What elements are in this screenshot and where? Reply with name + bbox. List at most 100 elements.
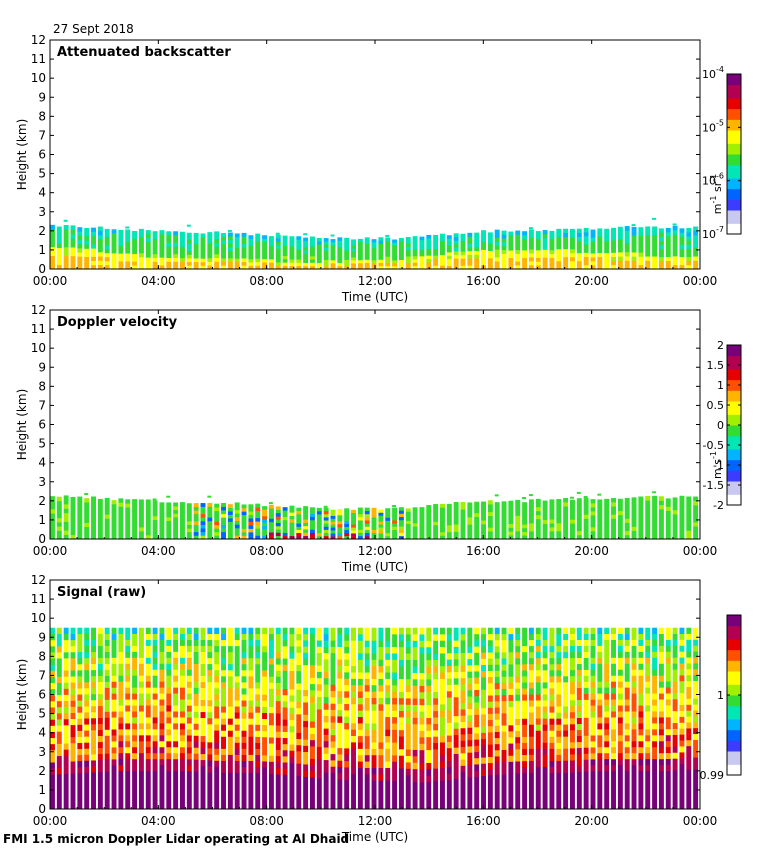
signal-cell xyxy=(487,762,493,770)
y-tick-label: 10 xyxy=(31,341,46,355)
heatmap-speckle xyxy=(652,491,657,494)
signal-cell xyxy=(84,760,90,767)
heatmap-cell xyxy=(570,531,575,536)
heatmap-cell xyxy=(549,265,555,270)
signal-cell xyxy=(351,703,356,711)
signal-cell xyxy=(159,657,165,664)
heatmap-cell xyxy=(672,530,678,536)
signal-cell xyxy=(686,763,692,770)
signal-cell xyxy=(604,669,610,676)
heatmap-cell xyxy=(440,265,445,270)
signal-cell xyxy=(563,639,569,647)
signal-cell xyxy=(583,735,589,742)
heatmap-cell xyxy=(412,252,418,257)
heatmap-cell xyxy=(549,535,555,540)
heatmap-cell xyxy=(296,239,302,244)
heatmap-cell xyxy=(652,508,658,514)
heatmap-cell xyxy=(77,235,83,241)
signal-cell xyxy=(686,627,692,634)
signal-saturated-bar xyxy=(262,773,268,809)
signal-cell xyxy=(303,714,309,722)
signal-cell xyxy=(385,665,391,673)
heatmap-cell xyxy=(275,241,281,246)
heatmap-cell xyxy=(508,250,514,255)
signal-cell xyxy=(186,753,192,760)
heatmap-cell xyxy=(638,256,644,261)
heatmap-cell xyxy=(303,525,309,530)
heatmap-cell xyxy=(474,247,480,252)
x-tick-label: 08:00 xyxy=(249,274,284,288)
signal-cell xyxy=(433,634,439,641)
heatmap-cell xyxy=(672,501,678,507)
heatmap-cell xyxy=(50,242,55,248)
heatmap-cell xyxy=(262,516,268,520)
signal-cell xyxy=(351,653,356,660)
heatmap-cell xyxy=(364,265,370,270)
signal-cell xyxy=(255,760,261,768)
signal-cell xyxy=(214,712,220,719)
signal-saturated-bar xyxy=(460,778,466,809)
signal-cell xyxy=(125,723,131,730)
heatmap-cell xyxy=(344,520,350,524)
heatmap-cell xyxy=(364,243,370,248)
heatmap-cell xyxy=(310,246,315,250)
colorbar-band xyxy=(727,486,741,490)
signal-saturated-bar xyxy=(508,773,514,809)
signal-cell xyxy=(501,731,507,738)
heatmap-cell xyxy=(672,497,678,502)
heatmap-cell xyxy=(275,519,281,524)
signal-cell xyxy=(665,717,671,724)
signal-cell xyxy=(672,740,678,747)
signal-cell xyxy=(624,699,630,706)
heatmap-cell xyxy=(248,248,254,253)
heatmap-cell xyxy=(426,515,432,519)
heatmap-speckle xyxy=(84,493,89,496)
heatmap-cell xyxy=(474,509,480,514)
signal-cell xyxy=(227,670,233,677)
signal-cell xyxy=(330,728,336,736)
signal-cell xyxy=(166,627,172,634)
signal-cell xyxy=(282,701,288,708)
signal-cell xyxy=(344,773,350,781)
signal-cell xyxy=(77,688,83,695)
colorbar-band xyxy=(727,148,741,152)
signal-cell xyxy=(542,663,548,671)
heatmap-cell xyxy=(227,254,233,259)
signal-cell xyxy=(672,704,678,712)
signal-cell xyxy=(200,741,206,749)
x-tick-label: 08:00 xyxy=(249,814,284,828)
signal-cell xyxy=(111,741,117,748)
heatmap-cell xyxy=(405,523,411,528)
heatmap-cell xyxy=(166,528,172,532)
signal-cell xyxy=(214,724,220,731)
heatmap-cell xyxy=(652,260,658,266)
heatmap-cell xyxy=(125,265,131,270)
heatmap-cell xyxy=(433,525,439,529)
heatmap-cell xyxy=(522,246,528,251)
heatmap-cell xyxy=(77,505,83,510)
signal-cell xyxy=(392,742,398,750)
heatmap-cell xyxy=(221,520,226,525)
signal-cell xyxy=(330,640,336,647)
signal-cell xyxy=(268,670,274,677)
heatmap-cell xyxy=(528,527,534,532)
heatmap-cell xyxy=(289,512,295,516)
signal-cell xyxy=(364,742,370,749)
signal-cell xyxy=(453,753,459,761)
heatmap-cell xyxy=(241,247,247,252)
colorbar-band xyxy=(727,369,741,373)
signal-cell xyxy=(563,651,569,659)
colorbar-band xyxy=(727,92,741,96)
signal-cell xyxy=(693,757,699,764)
signal-cell xyxy=(535,760,541,767)
heatmap-cell xyxy=(255,261,261,266)
signal-cell xyxy=(118,627,124,634)
signal-cell xyxy=(686,669,692,676)
heatmap-cell xyxy=(275,251,281,256)
signal-cell xyxy=(549,627,555,635)
heatmap-cell xyxy=(481,249,486,254)
signal-cell xyxy=(84,742,90,749)
heatmap-cell xyxy=(227,525,233,529)
signal-cell xyxy=(234,706,240,713)
heatmap-cell xyxy=(227,504,233,508)
